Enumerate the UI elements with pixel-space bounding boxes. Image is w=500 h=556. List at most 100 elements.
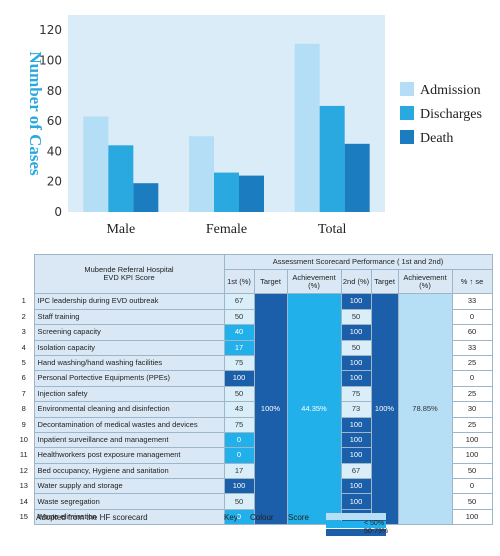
header-spacer — [14, 254, 35, 294]
key-50-79-label: 50-79% — [364, 528, 389, 535]
indicator-name: Screening capacity — [33, 324, 225, 341]
score-2nd: 100 — [340, 354, 372, 372]
bar-death-total — [344, 143, 370, 212]
score-2nd: 100 — [340, 293, 372, 310]
score-1st: 100 — [223, 478, 255, 495]
score-1st: 75 — [223, 416, 255, 433]
pct-rise: 100 — [451, 508, 493, 526]
y-tick-label: 20 — [47, 175, 62, 189]
row-number: 14 — [14, 493, 35, 510]
score-2nd: 75 — [340, 385, 372, 403]
y-tick-label: 100 — [39, 53, 62, 67]
row-number: 7 — [14, 386, 35, 402]
indicator-name: Injection safety — [33, 385, 225, 403]
table-row: 12 Bed occupancy, Hygiene and sanitation 1… — [14, 462, 493, 480]
row-number: 4 — [14, 340, 35, 356]
row-number: 8 — [14, 401, 35, 418]
y-tick-label: 60 — [47, 114, 62, 128]
bar-admission-female — [189, 136, 214, 212]
score-2nd: 100 — [340, 324, 372, 341]
achievement-1-value: 44.35% — [286, 293, 342, 526]
row-number: 9 — [14, 417, 35, 433]
y-axis-ticks: 0 20 40 60 80 100 120 — [39, 23, 62, 219]
bar-death-male — [133, 183, 159, 212]
table-row: 8 Environmental cleaning and disinfection… — [14, 401, 493, 418]
bar-discharges-male — [108, 145, 134, 212]
score-1st: 17 — [223, 339, 255, 356]
score-2nd: 50 — [340, 339, 372, 356]
indicator-name: Environmental cleaning and disinfection — [33, 401, 225, 418]
pct-rise: 100 — [451, 447, 493, 464]
score-1st: 67 — [223, 293, 255, 310]
score-1st: 75 — [223, 354, 255, 372]
score-2nd: 50 — [340, 308, 372, 326]
cases-bar-chart: 0 20 40 60 80 100 120 Male Female Total Number o… — [26, 15, 482, 237]
row-number: 2 — [14, 309, 35, 325]
pct-rise: 0 — [451, 478, 493, 495]
bar-death-female — [239, 175, 264, 212]
indicator-name: Healthworkers post exposure management — [33, 447, 225, 464]
legend-label-admission: Admission — [420, 83, 481, 98]
indicator-name: Waste segregation — [33, 493, 225, 510]
score-2nd: 100 — [340, 370, 372, 387]
bar-admission-male — [83, 116, 109, 212]
row-number: 12 — [14, 463, 35, 479]
score-1st: 50 — [223, 493, 255, 510]
indicator-name: Personal Portective Equipments (PPEs) — [33, 370, 225, 387]
header-target-2: Target — [370, 269, 399, 295]
indicator-name: Bed occupancy, Hygiene and sanitation — [33, 462, 225, 480]
colour-label: Colour — [250, 513, 274, 522]
bar-discharges-total — [319, 105, 345, 212]
source-note: Adopted from the HF scorecard — [36, 513, 148, 522]
target-1-value: 100% — [253, 293, 288, 526]
score-2nd: 67 — [340, 462, 372, 480]
score-1st: 50 — [223, 385, 255, 403]
key-under-50-label: < 50% — [364, 520, 385, 527]
row-number: 11 — [14, 447, 35, 464]
header-2nd: 2nd (%) — [340, 269, 372, 295]
y-tick-label: 80 — [47, 84, 62, 98]
table-row: 2 Staff training 50 50 0 — [14, 308, 493, 326]
x-axis-categories: Male Female Total — [106, 222, 346, 237]
indicator-name: Staff training — [33, 308, 225, 326]
pct-rise: 60 — [451, 324, 493, 341]
table-row: 1 IPC leadership during EVD outbreak 67 100… — [14, 293, 493, 526]
score-2nd: 100 — [340, 447, 372, 464]
pct-rise: 0 — [451, 370, 493, 387]
pct-rise: 30 — [451, 401, 493, 418]
table-row: 3 Screening capacity 40 100 60 — [14, 324, 493, 341]
x-category-label: Female — [206, 222, 247, 237]
legend-label-discharges: Discharges — [420, 107, 482, 122]
y-tick-label: 120 — [39, 23, 62, 37]
table-title: Mubende Referral Hospital EVD KPI Score — [33, 253, 225, 295]
row-number: 5 — [14, 355, 35, 371]
score-1st: 0 — [223, 447, 255, 464]
row-number: 3 — [14, 324, 35, 341]
table-row: 10 Inpatient surveillance and management 0… — [14, 431, 493, 449]
indicator-name: Hand washing/hand washing facilities — [33, 354, 225, 372]
key-swatch-50-79 — [326, 529, 386, 536]
key-swatch-under-50 — [326, 521, 386, 528]
table-title-line1: Mubende Referral Hospital — [84, 264, 174, 274]
bar-discharges-female — [214, 172, 239, 212]
chart-legend: Admission Discharges Death — [400, 82, 482, 146]
table-title-line2: EVD KPI Score — [103, 273, 155, 283]
indicator-name: Isolation capacity — [33, 339, 225, 356]
table-row: 11 Healthworkers post exposure management… — [14, 447, 493, 464]
row-number: 13 — [14, 478, 35, 494]
pct-rise: 25 — [451, 416, 493, 433]
header-pct-rise: % ↑ se — [451, 269, 493, 295]
indicator-name: Decontamination of medical wastes and de… — [33, 416, 225, 433]
group-header: Assessment Scorecard Performance ( 1st a… — [223, 253, 493, 271]
pct-rise: 0 — [451, 308, 493, 326]
cases-chart: 0 20 40 60 80 100 120 Male Female Total Number o… — [0, 0, 500, 248]
y-tick-label: 0 — [54, 205, 62, 219]
y-axis-label: Number of Cases — [26, 51, 45, 176]
achievement-2-value: 78.85% — [397, 293, 453, 526]
score-1st: 40 — [223, 324, 255, 341]
score-2nd: 100 — [340, 431, 372, 449]
header-achievement-1: Achievement (%) — [286, 269, 342, 295]
indicator-name: IPC leadership during EVD outbreak — [33, 293, 225, 310]
score-1st: 50 — [223, 308, 255, 326]
row-number: 6 — [14, 370, 35, 387]
